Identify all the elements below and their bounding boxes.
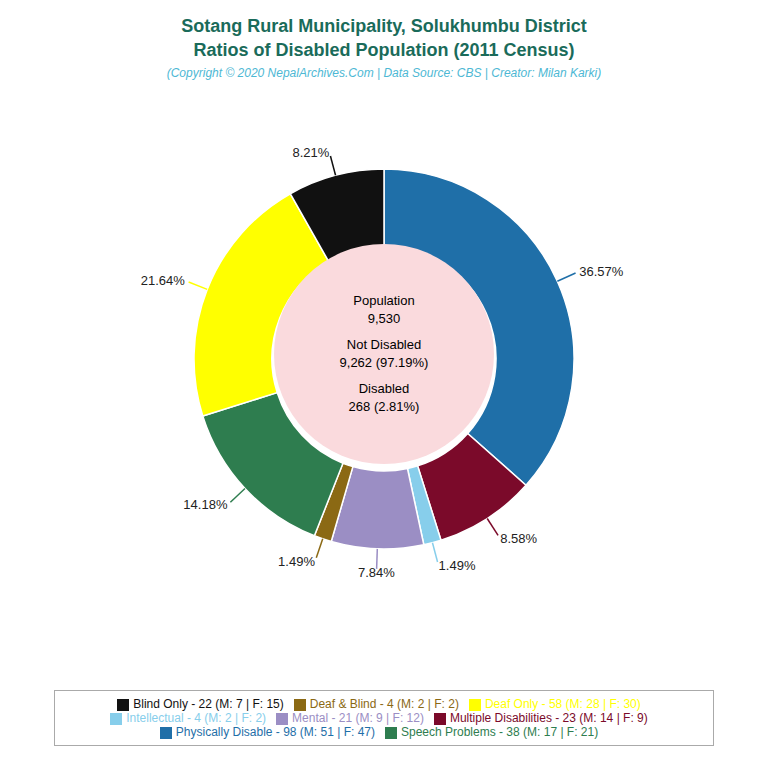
html-text:Mental - 21 (M: 9 | F: 12): Mental - 21 (M: 9 | F: 12) bbox=[292, 711, 424, 725]
svg-text:14.18%: 14.18% bbox=[183, 497, 228, 512]
html-text:Not Disabled: Not Disabled bbox=[346, 337, 422, 352]
html-text:Physically Disable - 98 (M: 51: Physically Disable - 98 (M: 51 | F: 47) bbox=[175, 725, 375, 739]
svg-text:8.21%: 8.21% bbox=[293, 145, 330, 160]
html-text:Deaf & Blind - 4 (M: 2 | F: 2): Deaf & Blind - 4 (M: 2 | F: 2) bbox=[309, 697, 459, 711]
html-text:Sotang Rural Municipality, Sol: Sotang Rural Municipality, Solukhumbu Di… bbox=[181, 16, 587, 36]
html-text:268 (2.81%): 268 (2.81%) bbox=[348, 399, 420, 414]
html-text:9,530: 9,530 bbox=[367, 311, 401, 326]
html-text:Speech Problems - 38 (M: 17 |: Speech Problems - 38 (M: 17 | F: 21) bbox=[401, 725, 599, 739]
svg-text:7.84%: 7.84% bbox=[358, 565, 395, 580]
html-text:Disabled: Disabled bbox=[358, 381, 410, 396]
svg-text:36.57%: 36.57% bbox=[579, 264, 624, 279]
svg-text:8.58%: 8.58% bbox=[500, 531, 537, 546]
svg-text:21.64%: 21.64% bbox=[141, 273, 186, 288]
html-text:Intellectual - 4 (M: 2 | F: 2): Intellectual - 4 (M: 2 | F: 2) bbox=[126, 711, 267, 725]
svg-text:1.49%: 1.49% bbox=[278, 554, 315, 569]
html-text:Deaf Only - 58 (M: 28 | F: 30): Deaf Only - 58 (M: 28 | F: 30) bbox=[484, 697, 641, 711]
html-text:Population: Population bbox=[353, 293, 415, 308]
svg-text:1.49%: 1.49% bbox=[439, 558, 476, 573]
html-text:9,262 (97.19%): 9,262 (97.19%) bbox=[339, 355, 429, 370]
html-text:Ratios of Disabled Population: Ratios of Disabled Population (2011 Cens… bbox=[193, 40, 575, 60]
html-text:(Copyright © 2020 NepalArchive: (Copyright © 2020 NepalArchives.Com | Da… bbox=[166, 66, 602, 80]
html-text:Blind Only - 22 (M: 7 | F: 15): Blind Only - 22 (M: 7 | F: 15) bbox=[133, 697, 284, 711]
html-text:Multiple Disabilities - 23 (M:: Multiple Disabilities - 23 (M: 14 | F: 9… bbox=[449, 711, 648, 725]
